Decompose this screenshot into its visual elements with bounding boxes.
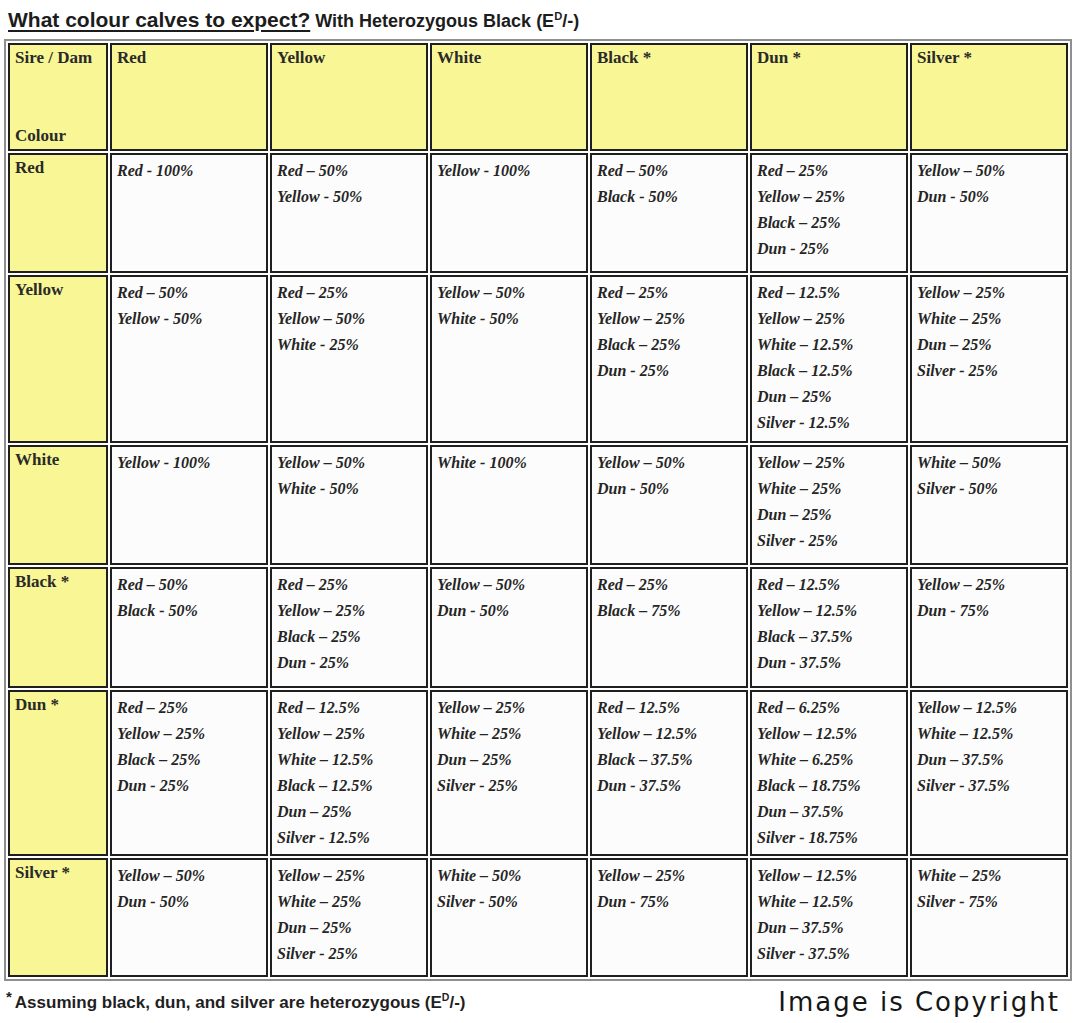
cell-red-yellow: Red – 50% Yellow - 50% (270, 153, 428, 273)
row-header-dun: Dun * (8, 690, 108, 856)
page-title: What colour calves to expect? With Heter… (8, 8, 1076, 32)
cell-dun-black: Red – 12.5% Yellow – 12.5% Black – 37.5%… (590, 690, 748, 856)
subtitle-suffix: /-) (562, 11, 579, 31)
table-row-silver: Silver * Yellow – 50% Dun - 50% Yellow –… (8, 858, 1068, 977)
cell-silver-dun: Yellow – 12.5% White – 12.5% Dun – 37.5%… (750, 858, 908, 977)
corner-header-cell: Sire / Dam Colour (8, 43, 108, 151)
copyright-text: Image is Copyright (778, 987, 1060, 1017)
cell-yellow-white: Yellow – 50% White - 50% (430, 275, 588, 443)
cell-silver-black: Yellow – 25% Dun - 75% (590, 858, 748, 977)
cell-white-black: Yellow – 50% Dun - 50% (590, 445, 748, 565)
cell-white-dun: Yellow – 25% White – 25% Dun – 25% Silve… (750, 445, 908, 565)
cell-white-silver: White – 50% Silver - 50% (910, 445, 1068, 565)
column-header-yellow: Yellow (270, 43, 428, 151)
cell-black-silver: Yellow – 25% Dun - 75% (910, 567, 1068, 688)
table-row-white: White Yellow - 100% Yellow – 50% White -… (8, 445, 1068, 565)
row-header-silver: Silver * (8, 858, 108, 977)
cell-white-red: Yellow - 100% (110, 445, 268, 565)
corner-line-colour: Colour (15, 126, 101, 146)
cell-yellow-yellow: Red – 25% Yellow – 50% White - 25% (270, 275, 428, 443)
row-header-red: Red (8, 153, 108, 273)
cell-red-white: Yellow - 100% (430, 153, 588, 273)
cell-yellow-red: Red – 50% Yellow - 50% (110, 275, 268, 443)
cell-dun-silver: Yellow – 12.5% White – 12.5% Dun – 37.5%… (910, 690, 1068, 856)
cell-yellow-dun: Red – 12.5% Yellow – 25% White – 12.5% B… (750, 275, 908, 443)
column-header-dun: Dun * (750, 43, 908, 151)
table-row-yellow: Yellow Red – 50% Yellow - 50% Red – 25% … (8, 275, 1068, 443)
cell-silver-white: White – 50% Silver - 50% (430, 858, 588, 977)
cell-dun-dun: Red – 6.25% Yellow – 12.5% White – 6.25%… (750, 690, 908, 856)
column-header-red: Red (110, 43, 268, 151)
cell-dun-white: Yellow – 25% White – 25% Dun – 25% Silve… (430, 690, 588, 856)
cell-dun-yellow: Red – 12.5% Yellow – 25% White – 12.5% B… (270, 690, 428, 856)
page: What colour calves to expect? With Heter… (0, 0, 1080, 1017)
column-header-white: White (430, 43, 588, 151)
header-row: Sire / Dam Colour Red Yellow White Black… (8, 43, 1068, 151)
column-header-black: Black * (590, 43, 748, 151)
cell-black-yellow: Red – 25% Yellow – 25% Black – 25% Dun -… (270, 567, 428, 688)
footer: *Assuming black, dun, and silver are het… (4, 987, 1076, 1017)
cell-red-dun: Red – 25% Yellow – 25% Black – 25% Dun -… (750, 153, 908, 273)
subtitle-prefix: With Heterozygous Black (E (310, 11, 554, 31)
cell-silver-red: Yellow – 50% Dun - 50% (110, 858, 268, 977)
column-header-silver: Silver * (910, 43, 1068, 151)
cell-black-white: Yellow – 50% Dun - 50% (430, 567, 588, 688)
row-header-yellow: Yellow (8, 275, 108, 443)
subtitle-superscript: D (554, 10, 562, 22)
cell-red-red: Red - 100% (110, 153, 268, 273)
cell-black-red: Red – 50% Black - 50% (110, 567, 268, 688)
row-header-black: Black * (8, 567, 108, 688)
corner-line-sire-dam: Sire / Dam (15, 48, 101, 68)
cell-silver-yellow: Yellow – 25% White – 25% Dun – 25% Silve… (270, 858, 428, 977)
cell-black-dun: Red – 12.5% Yellow – 12.5% Black – 37.5%… (750, 567, 908, 688)
title-main: What colour calves to expect? (8, 8, 310, 31)
cell-yellow-silver: Yellow – 25% White – 25% Dun – 25% Silve… (910, 275, 1068, 443)
row-header-white: White (8, 445, 108, 565)
cell-white-white: White - 100% (430, 445, 588, 565)
cell-white-yellow: Yellow – 50% White - 50% (270, 445, 428, 565)
cell-silver-silver: White – 25% Silver - 75% (910, 858, 1068, 977)
title-subtitle: With Heterozygous Black (ED/-) (310, 11, 579, 31)
footnote-text: Assuming black, dun, and silver are hete… (15, 993, 442, 1012)
cell-black-black: Red – 25% Black – 75% (590, 567, 748, 688)
table-row-red: Red Red - 100% Red – 50% Yellow - 50% Ye… (8, 153, 1068, 273)
footnote-suffix: /-) (449, 993, 465, 1012)
footnote-asterisk: * (6, 988, 15, 1005)
footnote: *Assuming black, dun, and silver are het… (6, 987, 466, 1013)
table-row-black: Black * Red – 50% Black - 50% Red – 25% … (8, 567, 1068, 688)
cell-yellow-black: Red – 25% Yellow – 25% Black – 25% Dun -… (590, 275, 748, 443)
table-row-dun: Dun * Red – 25% Yellow – 25% Black – 25%… (8, 690, 1068, 856)
calf-colour-table: Sire / Dam Colour Red Yellow White Black… (4, 39, 1072, 981)
cell-red-black: Red – 50% Black - 50% (590, 153, 748, 273)
cell-dun-red: Red – 25% Yellow – 25% Black – 25% Dun -… (110, 690, 268, 856)
cell-red-silver: Yellow – 50% Dun - 50% (910, 153, 1068, 273)
